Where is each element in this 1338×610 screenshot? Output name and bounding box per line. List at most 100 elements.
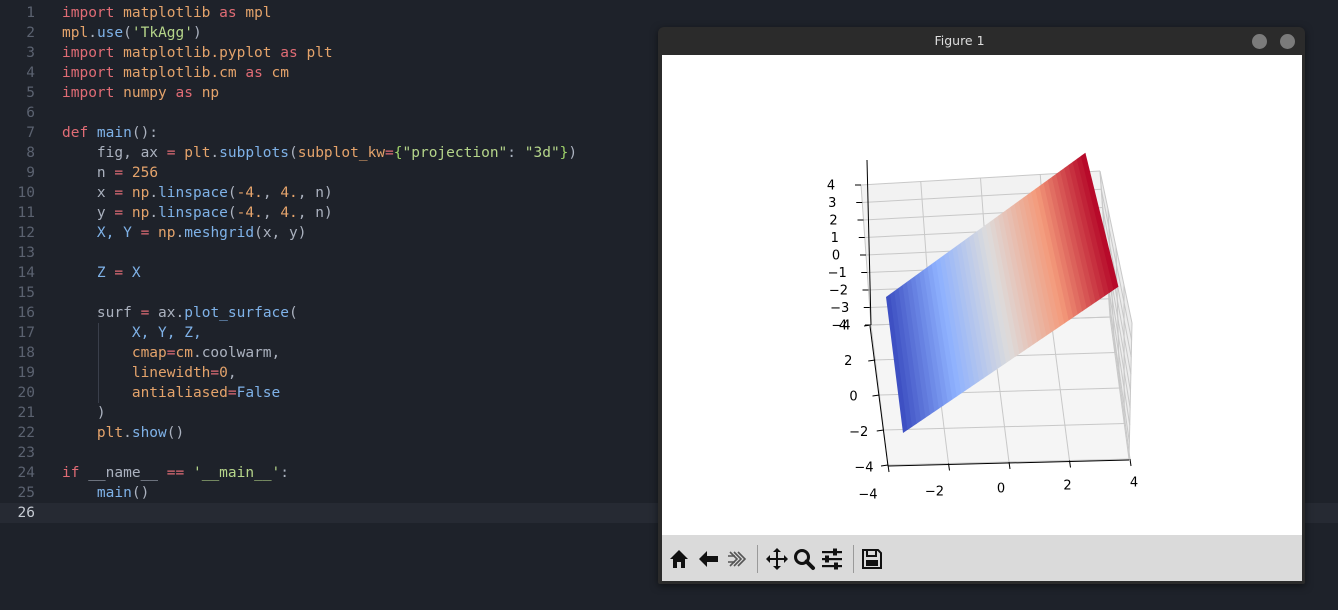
back-button[interactable] <box>697 547 721 571</box>
close-button[interactable] <box>1280 34 1295 49</box>
code-token: ( <box>123 25 132 41</box>
surface-strip <box>1022 194 1056 333</box>
code-text: y = np.linspace(-4., 4., n) <box>62 203 333 223</box>
surface-strip <box>906 278 931 418</box>
code-token: = <box>140 305 150 321</box>
code-line[interactable]: 24 if __name__ == '__main__': <box>0 463 1338 483</box>
code-line[interactable]: 9 n = 256 <box>0 163 1338 183</box>
figure-canvas[interactable]: −4 −2 0 2 4 −4 −2 0 2 4 −4 −3 −2 −1 0 1 2 3 4 <box>662 55 1302 535</box>
surface-strip <box>981 224 1011 364</box>
code-token: __name__ <box>88 465 167 481</box>
code-token: ( <box>289 305 298 321</box>
line-number: 3 <box>26 45 35 61</box>
code-line[interactable]: 16 surf = ax.plot_surface( <box>0 303 1338 323</box>
line-number: 1 <box>26 5 35 21</box>
code-token: 'TkAgg' <box>131 25 193 41</box>
code-line[interactable]: 19 linewidth=0, <box>0 363 1338 383</box>
grid-line <box>883 423 1126 431</box>
code-token: '__main__' <box>192 465 281 481</box>
line-number: 12 <box>17 225 35 241</box>
code-token: as <box>236 65 272 81</box>
line-number: 11 <box>17 205 35 221</box>
code-line[interactable]: 5 import numpy as np <box>0 83 1338 103</box>
code-token: import <box>62 85 124 101</box>
line-number: 16 <box>17 305 35 321</box>
line-number: 2 <box>26 25 35 41</box>
zoom-button[interactable] <box>792 547 816 571</box>
code-token: x <box>62 185 115 201</box>
surface-strip <box>1043 179 1079 318</box>
tick-label: 4 <box>827 179 835 194</box>
surface-strip <box>890 290 913 430</box>
tick-label: 4 <box>1130 476 1138 491</box>
code-line[interactable]: 12 X, Y = np.meshgrid(x, y) <box>0 223 1338 243</box>
code-line[interactable]: 17 X, Y, Z, <box>0 323 1338 343</box>
surface-strip <box>919 269 944 409</box>
y-tick <box>880 464 889 467</box>
code-line[interactable]: 15 <box>0 283 1338 303</box>
code-token: ) <box>568 145 578 161</box>
figure-titlebar[interactable]: Figure 1 <box>658 27 1305 55</box>
tick-label: 4 <box>839 319 847 334</box>
tick-label: 0 <box>849 390 857 405</box>
code-line[interactable]: 4 import matplotlib.cm as cm <box>0 63 1338 83</box>
code-text: antialiased=False <box>62 383 280 403</box>
code-token: ( <box>227 185 237 201</box>
home-button[interactable] <box>667 547 691 571</box>
figure-window-title: Figure 1 <box>934 33 985 48</box>
save-button[interactable] <box>860 547 884 571</box>
code-token: 0 <box>219 365 228 381</box>
code-token: linspace <box>158 185 228 201</box>
code-token: fig, ax <box>62 145 167 161</box>
code-token: np <box>201 85 220 101</box>
surface-strip <box>989 218 1020 357</box>
code-line[interactable]: 1 import matplotlib as mpl <box>0 3 1338 23</box>
code-line[interactable]: 10 x = np.linspace(-4., 4., n) <box>0 183 1338 203</box>
surface-strip <box>1010 203 1043 342</box>
tick-label: 0 <box>832 249 840 264</box>
code-token: , <box>271 345 281 361</box>
tick-label: 2 <box>829 214 837 229</box>
figure-window[interactable]: Figure 1 −4 −2 0 2 4 −4 −2 0 2 4 −4 −3 −2 −1 0 1 2 3 4 <box>658 27 1305 584</box>
surface-strip <box>1047 176 1083 315</box>
pan-button[interactable] <box>765 547 789 571</box>
code-token: plt <box>306 45 333 61</box>
code-token: ( <box>227 205 237 221</box>
surface-strip <box>973 230 1002 370</box>
code-line[interactable]: 11 y = np.linspace(-4., 4., n) <box>0 203 1338 223</box>
code-line[interactable]: 25 main() <box>0 483 1338 503</box>
code-token: = <box>210 365 220 381</box>
tick-label: −2 <box>925 485 944 500</box>
forward-button[interactable] <box>725 547 749 571</box>
tick-label: −1 <box>828 266 847 281</box>
surface-strip <box>960 239 989 379</box>
code-token: matplotlib.cm <box>123 65 237 81</box>
code-line[interactable]: 22 plt.show() <box>0 423 1338 443</box>
surface-strip <box>952 245 980 385</box>
minimize-button[interactable] <box>1252 34 1267 49</box>
code-token: = <box>166 345 176 361</box>
code-line[interactable]: 3 import matplotlib.pyplot as plt <box>0 43 1338 63</box>
z-axis-line <box>866 159 872 326</box>
code-line[interactable]: 18 cmap=cm.coolwarm, <box>0 343 1338 363</box>
code-token: , <box>262 185 281 201</box>
forward-icon <box>728 551 747 567</box>
code-token: -4. <box>236 205 263 221</box>
code-token: } <box>559 145 569 161</box>
code-line[interactable]: 2 mpl.use('TkAgg') <box>0 23 1338 43</box>
code-line[interactable]: 21 ) <box>0 403 1338 423</box>
code-line[interactable]: 14 Z = X <box>0 263 1338 283</box>
x-tick <box>948 463 950 471</box>
code-text: X, Y, Z, <box>62 323 202 343</box>
code-token: n <box>62 165 115 181</box>
configure-subplots-button[interactable] <box>820 547 844 571</box>
code-token: np <box>149 225 176 241</box>
surface-strip <box>1068 161 1105 300</box>
code-line[interactable]: 20 antialiased=False <box>0 383 1338 403</box>
code-line[interactable]: 23 <box>0 443 1338 463</box>
code-token: main <box>96 125 132 141</box>
code-line[interactable]: 13 <box>0 243 1338 263</box>
code-line[interactable]: 6 <box>0 103 1338 123</box>
code-line[interactable]: 7 def main(): <box>0 123 1338 143</box>
code-line[interactable]: 8 fig, ax = plt.subplots(subplot_kw={"pr… <box>0 143 1338 163</box>
